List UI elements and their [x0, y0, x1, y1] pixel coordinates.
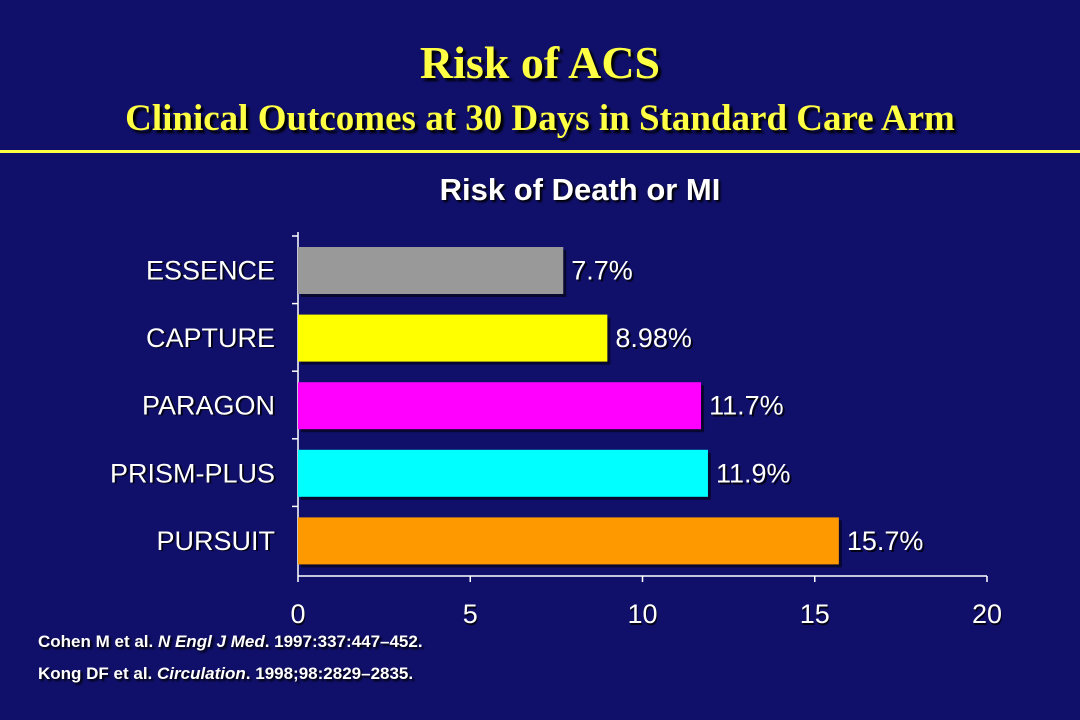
category-label: PRISM-PLUS: [110, 458, 275, 488]
reference-1-authors: Cohen M et al.: [38, 632, 158, 651]
bar-capture: [298, 314, 608, 362]
category-label-shadow: PURSUIT: [158, 527, 277, 557]
x-tick-label-shadow: 0: [291, 601, 306, 631]
x-tick-label: 15: [800, 599, 830, 629]
category-label: PURSUIT: [156, 526, 275, 556]
reference-1-journal: N Engl J Med: [157, 632, 265, 651]
references: Cohen M et al. N Engl J Med. 1997:337:44…: [38, 626, 423, 690]
data-label: 11.9%: [716, 458, 791, 488]
category-label-shadow: CAPTURE: [148, 324, 277, 354]
reference-1-citation: . 1997:337:447–452.: [264, 632, 423, 651]
category-label: CAPTURE: [146, 323, 275, 353]
data-label-shadow: 11.9%: [718, 460, 793, 490]
x-tick-label: 20: [972, 599, 1002, 629]
x-tick-label: 5: [463, 599, 478, 629]
data-label-shadow: 7.7%: [573, 258, 635, 288]
category-label-shadow: PARAGON: [144, 392, 277, 422]
category-label: ESSENCE: [146, 256, 275, 286]
slide-subtitle: Clinical Outcomes at 30 Days in Standard…: [125, 98, 955, 139]
x-tick-label-shadow: 5: [464, 601, 479, 631]
bar-essence: [298, 247, 564, 294]
category-label: PARAGON: [142, 391, 275, 421]
reference-2-citation: . 1998;98:2829–2835.: [245, 664, 414, 683]
slide-title: Risk of ACS: [419, 37, 661, 88]
data-label: 7.7%: [571, 256, 633, 286]
data-label: 11.7%: [709, 391, 784, 421]
reference-2-authors: Kong DF et al.: [38, 664, 157, 683]
data-label-shadow: 8.98%: [617, 325, 694, 355]
x-tick-label-shadow: 20: [973, 601, 1003, 631]
data-label-shadow: 11.7%: [711, 393, 786, 423]
bar-prism-plus: [298, 449, 708, 497]
data-label: 15.7%: [847, 526, 924, 556]
reference-1: Cohen M et al. N Engl J Med. 1997:337:44…: [38, 626, 423, 658]
chart-title: Risk of Death or MI: [439, 172, 721, 207]
bar-pursuit: [298, 517, 839, 565]
x-tick-label-shadow: 15: [801, 601, 831, 631]
bar-paragon: [298, 382, 702, 430]
x-tick-label: 0: [290, 599, 305, 629]
data-label: 8.98%: [615, 323, 692, 353]
x-tick-label: 10: [627, 599, 657, 629]
category-label-shadow: PRISM-PLUS: [112, 459, 277, 489]
reference-2: Kong DF et al. Circulation. 1998;98:2829…: [38, 658, 423, 690]
x-tick-label-shadow: 10: [628, 601, 658, 631]
category-label-shadow: ESSENCE: [148, 257, 277, 287]
reference-2-journal: Circulation: [157, 664, 246, 683]
title-divider: [0, 150, 1080, 153]
data-label-shadow: 15.7%: [849, 528, 926, 558]
